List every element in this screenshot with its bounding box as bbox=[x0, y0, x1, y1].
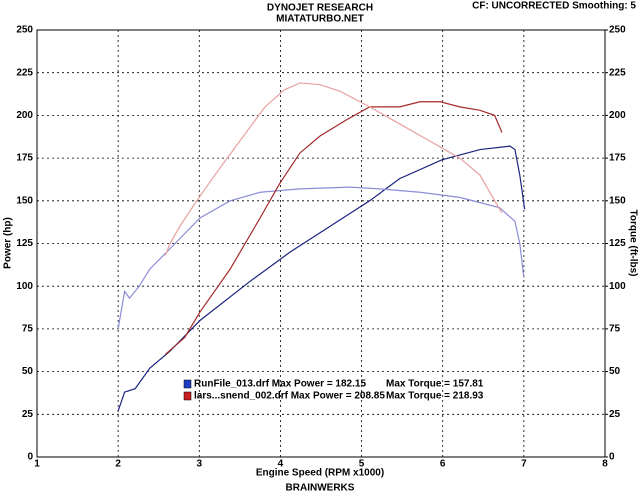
y-tick-label: 225 bbox=[16, 67, 33, 78]
legend-label: lars...snend_002.drf Max Power = 208.85 bbox=[194, 391, 385, 402]
y-tick-label: 150 bbox=[16, 195, 33, 206]
x-tick-label: 6 bbox=[440, 459, 446, 470]
y2-tick-label: 125 bbox=[609, 238, 626, 249]
y2-tick-label: 225 bbox=[609, 67, 626, 78]
footer: BRAINWERKS bbox=[286, 483, 355, 494]
x-tick-label: 3 bbox=[197, 459, 203, 470]
series-line bbox=[164, 82, 503, 256]
y2-tick-label: 175 bbox=[609, 153, 626, 164]
settings-text: CF: UNCORRECTED Smoothing: 5 bbox=[472, 1, 636, 12]
y2-tick-label: 50 bbox=[609, 366, 621, 377]
y2-tick-label: 100 bbox=[609, 281, 626, 292]
x-tick-label: 7 bbox=[521, 459, 527, 470]
chart-title: DYNOJET RESEARCH bbox=[267, 3, 373, 14]
x-axis-label: Engine Speed (RPM x1000) bbox=[256, 468, 384, 479]
y2-axis-label: Torque (ft-lbs) bbox=[627, 209, 638, 276]
x-tick-label: 4 bbox=[278, 459, 284, 470]
chart-subtitle: MIATATURBO.NET bbox=[276, 14, 364, 25]
legend-torque-label: Max Torque = 218.93 bbox=[386, 391, 484, 402]
legend-label: RunFile_013.drf Max Power = 182.15 bbox=[194, 379, 366, 390]
legend-swatch bbox=[183, 391, 192, 401]
series-line bbox=[164, 101, 503, 355]
x-tick-label: 2 bbox=[115, 459, 121, 470]
legend-torque-label: Max Torque = 157.81 bbox=[386, 379, 484, 390]
y2-tick-label: 200 bbox=[609, 110, 626, 121]
y2-tick-label: 250 bbox=[609, 25, 626, 36]
y-axis-label: Power (hp) bbox=[3, 217, 14, 269]
x-tick-label: 1 bbox=[34, 459, 40, 470]
y2-tick-label: 25 bbox=[609, 409, 621, 420]
y-tick-label: 100 bbox=[16, 281, 33, 292]
y-tick-label: 175 bbox=[16, 153, 33, 164]
legend-swatch bbox=[183, 379, 192, 389]
y-tick-label: 25 bbox=[22, 409, 34, 420]
y-tick-label: 125 bbox=[16, 238, 33, 249]
x-tick-label: 8 bbox=[602, 459, 608, 470]
y2-tick-label: 0 bbox=[609, 452, 615, 463]
y-tick-label: 0 bbox=[27, 452, 33, 463]
series-line bbox=[117, 145, 526, 412]
y-tick-label: 75 bbox=[22, 324, 34, 335]
x-tick-label: 5 bbox=[359, 459, 365, 470]
y2-tick-label: 75 bbox=[609, 324, 621, 335]
series-line bbox=[117, 186, 525, 330]
y-tick-label: 50 bbox=[22, 366, 34, 377]
y2-tick-label: 150 bbox=[609, 195, 626, 206]
y-tick-label: 250 bbox=[16, 25, 33, 36]
y-tick-label: 200 bbox=[16, 110, 33, 121]
